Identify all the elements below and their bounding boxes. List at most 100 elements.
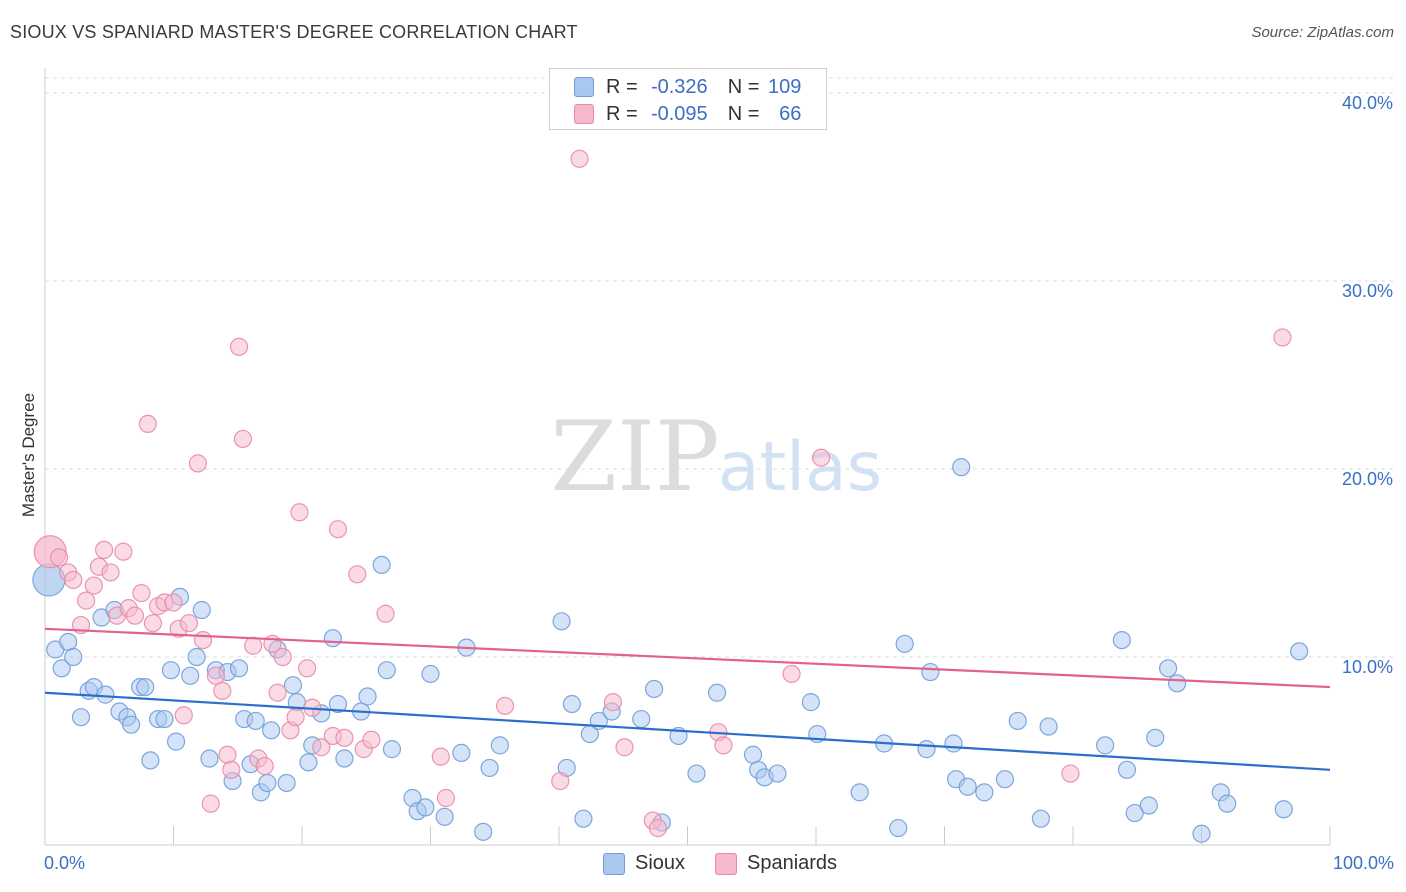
sioux-points: [32, 458, 1309, 843]
sioux-point: [889, 818, 908, 838]
spaniards-point: [64, 570, 83, 590]
sioux-point: [262, 721, 281, 740]
sioux-point: [323, 629, 342, 648]
y-tick-label: 30.0%: [1342, 281, 1393, 301]
stats-r-value: -0.326: [650, 75, 708, 98]
sioux-point: [246, 711, 265, 731]
x-tick-label-max: 100.0%: [1333, 853, 1394, 873]
spaniards-point: [143, 614, 163, 633]
sioux-point: [768, 764, 787, 783]
spaniards-point: [376, 604, 395, 623]
sioux-point: [181, 666, 200, 685]
spaniards-point: [551, 771, 570, 791]
spaniards-point: [290, 503, 309, 522]
sioux-legend-swatch: [603, 852, 625, 875]
sioux-point: [952, 458, 971, 477]
sioux-point: [850, 783, 869, 802]
sioux-point: [644, 679, 664, 699]
sioux-point: [328, 694, 348, 714]
sioux-point: [1146, 728, 1165, 747]
spaniards-point: [138, 414, 157, 434]
legend-item-sioux[interactable]: Sioux: [603, 852, 685, 875]
spaniards-point: [125, 606, 145, 625]
spaniards-point: [436, 788, 456, 808]
spaniards-points: [33, 149, 1292, 838]
sioux-point: [801, 693, 820, 712]
sioux-point: [975, 783, 994, 802]
sioux-point: [382, 740, 402, 759]
sioux-point: [1274, 800, 1293, 819]
bottom-legend: Sioux Spaniards: [0, 852, 1406, 876]
sioux-point: [1117, 760, 1137, 779]
sioux-point: [192, 600, 211, 620]
sioux-point: [277, 773, 296, 793]
watermark-atlas: atlas: [718, 428, 882, 507]
y-tick-label: 40.0%: [1342, 93, 1393, 113]
legend-label-spaniards: Spaniards: [747, 852, 838, 874]
sioux-point: [358, 687, 377, 706]
spaniards-point: [77, 591, 96, 610]
spaniards-point: [218, 745, 237, 764]
sioux-point: [743, 745, 763, 764]
spaniards-point: [95, 540, 114, 559]
spaniards-legend-swatch: [715, 852, 737, 875]
grid-lines: [45, 77, 1394, 658]
spaniards-point: [1061, 764, 1080, 783]
sioux-point: [64, 647, 83, 667]
spaniards-point: [193, 630, 213, 650]
axis-ticks: [44, 826, 1331, 845]
spaniards-point: [101, 563, 120, 582]
spaniards-point: [348, 565, 367, 584]
spaniards-point: [335, 728, 354, 747]
sioux-point: [1039, 717, 1058, 736]
sioux-point: [416, 798, 435, 817]
sioux-point: [1167, 674, 1187, 693]
sioux-point: [944, 734, 963, 753]
spaniards-point: [312, 738, 331, 757]
sioux-point: [96, 685, 115, 704]
sioux-point: [377, 661, 396, 680]
stats-r-label: R =: [606, 102, 638, 125]
stats-r-label: R =: [606, 75, 638, 98]
spaniards-point: [495, 696, 515, 715]
legend-item-spaniards[interactable]: Spaniards: [715, 852, 837, 875]
spaniards-point: [570, 149, 589, 168]
stats-r-value: -0.095: [650, 102, 708, 125]
sioux-point: [1008, 711, 1027, 731]
spaniards-point: [206, 666, 226, 685]
sioux-point: [1112, 630, 1131, 650]
sioux-point: [490, 736, 509, 755]
sioux-point: [372, 555, 391, 574]
watermark-zip: ZIP: [550, 401, 719, 513]
spaniards-point: [164, 593, 183, 612]
spaniards-point: [362, 730, 381, 749]
spaniards-point: [188, 454, 208, 473]
spaniards-point: [244, 636, 263, 655]
spaniards-point: [222, 760, 241, 779]
sioux-swatch: [574, 77, 594, 97]
sioux-point: [166, 732, 186, 751]
source-label: Source: ZipAtlas.com: [1251, 24, 1394, 41]
sioux-point: [474, 822, 493, 841]
sioux-point: [71, 708, 91, 727]
spaniards-point: [233, 429, 252, 449]
sioux-point: [632, 709, 651, 729]
spaniards-point: [286, 708, 305, 727]
sioux-point: [136, 677, 155, 697]
stats-n-value: 66: [779, 102, 802, 125]
stats-legend: R = -0.326 N = 109 R = -0.095 N = 66: [549, 68, 827, 130]
y-axis-title: Master's Degree: [19, 393, 38, 517]
stats-n-value: 109: [768, 75, 802, 98]
spaniards-point: [328, 520, 348, 539]
sioux-point: [155, 709, 174, 729]
sioux-point: [958, 777, 977, 796]
spaniards-point: [229, 337, 249, 356]
trend-lines: [44, 627, 1331, 771]
spaniards-point: [132, 583, 151, 603]
spaniards-point: [255, 756, 274, 776]
sioux-point: [707, 683, 727, 702]
spaniards-point: [603, 693, 623, 712]
spaniards-point: [201, 794, 220, 813]
sioux-point: [187, 647, 206, 667]
zipatlas-watermark: ZIP atlas: [550, 401, 882, 513]
